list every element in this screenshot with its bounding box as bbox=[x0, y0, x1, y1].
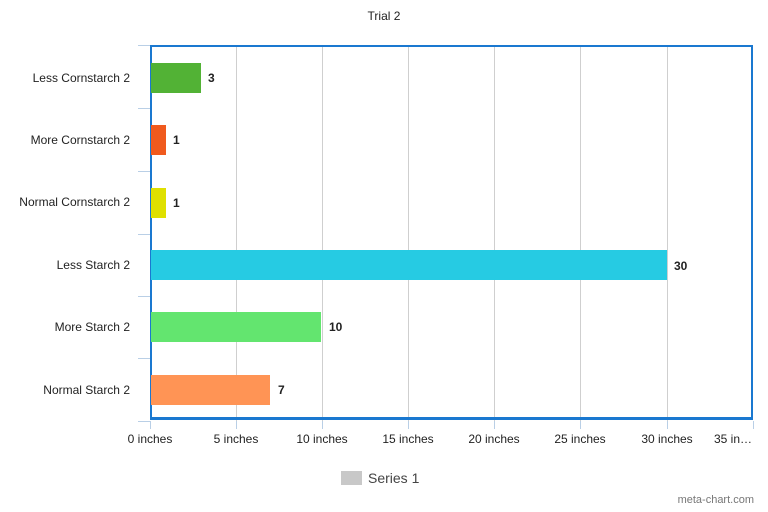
value-label: 7 bbox=[278, 383, 285, 397]
value-label: 30 bbox=[674, 259, 688, 273]
x-label: 30 inches bbox=[641, 432, 693, 446]
gridline-25 bbox=[580, 45, 581, 421]
bar-less-starch[interactable] bbox=[151, 250, 667, 280]
x-tick bbox=[236, 421, 237, 429]
bar-normal-cornstarch[interactable] bbox=[151, 188, 166, 218]
value-label: 1 bbox=[173, 196, 180, 210]
y-label: Less Cornstarch 2 bbox=[32, 71, 130, 85]
y-tick bbox=[138, 358, 150, 359]
x-tick bbox=[150, 421, 151, 429]
y-tick bbox=[138, 296, 150, 297]
x-label: 25 inches bbox=[554, 432, 606, 446]
gridline-10 bbox=[322, 45, 323, 421]
x-label: 20 inches bbox=[468, 432, 520, 446]
legend[interactable]: Series 1 bbox=[341, 470, 419, 486]
y-label: Normal Cornstarch 2 bbox=[19, 195, 130, 209]
x-tick bbox=[322, 421, 323, 429]
chart-title: Trial 2 bbox=[367, 9, 401, 23]
y-tick bbox=[138, 234, 150, 235]
y-tick bbox=[138, 108, 150, 109]
x-tick bbox=[667, 421, 668, 429]
value-label: 3 bbox=[208, 71, 215, 85]
legend-swatch bbox=[341, 471, 362, 485]
x-label: 5 inches bbox=[213, 432, 259, 446]
x-label: 15 inches bbox=[382, 432, 434, 446]
bar-more-cornstarch[interactable] bbox=[151, 125, 166, 155]
legend-label: Series 1 bbox=[368, 470, 420, 486]
gridline-20 bbox=[494, 45, 495, 421]
value-label: 1 bbox=[173, 133, 180, 147]
x-tick bbox=[494, 421, 495, 429]
value-label: 10 bbox=[329, 320, 343, 334]
plot-area bbox=[150, 45, 753, 420]
y-tick bbox=[138, 45, 150, 46]
x-label: 10 inches bbox=[296, 432, 348, 446]
bar-normal-starch[interactable] bbox=[151, 375, 270, 405]
y-label: More Cornstarch 2 bbox=[30, 133, 130, 147]
y-label: More Starch 2 bbox=[54, 320, 130, 334]
gridline-15 bbox=[408, 45, 409, 421]
x-tick bbox=[408, 421, 409, 429]
bar-less-cornstarch[interactable] bbox=[151, 63, 201, 93]
y-label: Normal Starch 2 bbox=[43, 383, 130, 397]
y-label: Less Starch 2 bbox=[56, 258, 130, 272]
bar-more-starch[interactable] bbox=[151, 312, 321, 342]
y-tick bbox=[138, 421, 150, 422]
x-tick bbox=[580, 421, 581, 429]
gridline-5 bbox=[236, 45, 237, 421]
credit-text: meta-chart.com bbox=[677, 494, 754, 506]
gridline-30 bbox=[667, 45, 668, 421]
x-tick bbox=[753, 421, 754, 429]
y-tick bbox=[138, 171, 150, 172]
x-label: 35 in… bbox=[713, 432, 753, 446]
x-label: 0 inches bbox=[127, 432, 173, 446]
